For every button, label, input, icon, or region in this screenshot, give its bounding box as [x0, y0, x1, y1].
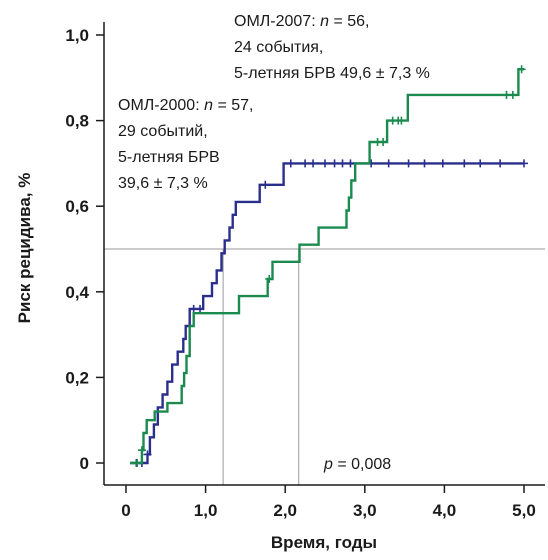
series-1-censor-mark	[196, 304, 205, 313]
series-1-censor-mark	[309, 159, 318, 168]
series-1	[130, 159, 528, 467]
annotation-oml2000-line3: 5-летняя БРВ	[118, 149, 220, 166]
annotation-oml2007: ОМЛ-2007: n = 56, 24 события, 5-летняя Б…	[234, 13, 430, 82]
series-1-censor-mark	[496, 159, 505, 168]
series-1-censor-mark	[286, 159, 295, 168]
series-1-censor-mark	[321, 159, 329, 168]
series-1-censor-mark	[346, 159, 355, 168]
p-value-label: p = 0,008	[323, 456, 391, 473]
series-1-censor-mark	[330, 159, 339, 168]
y-tick-label: 0,4	[65, 283, 89, 302]
x-tick-label: 3,0	[353, 501, 377, 520]
series-1-censor-mark	[438, 159, 447, 168]
series-2-censor-mark	[137, 446, 146, 455]
annotation-oml2007-line1: ОМЛ-2007: n = 56,	[234, 13, 369, 30]
series-1-censor-mark	[301, 159, 310, 168]
y-axis-title: Риск рецидива, %	[15, 173, 34, 324]
annotation-oml2000-line4: 39,6 ± 7,3 %	[118, 175, 208, 192]
x-tick-label: 2,0	[273, 501, 297, 520]
reference-lines	[104, 248, 545, 485]
series-2-censor-mark	[265, 274, 274, 283]
series-1-censor-mark	[420, 159, 429, 168]
series-2-censor-mark	[379, 138, 388, 146]
series-2-censor-mark	[508, 90, 517, 99]
y-tick-label: 1,0	[65, 26, 89, 45]
x-tick-label: 1,0	[194, 501, 218, 520]
y-tick-label: 0,2	[65, 368, 89, 387]
series-2-censor-mark	[133, 459, 142, 467]
x-tick-label: 4,0	[433, 501, 457, 520]
axes	[103, 22, 545, 486]
series-1-censor-mark	[338, 159, 347, 168]
series-1-censor-mark	[520, 159, 528, 168]
series-1-censor-mark	[384, 159, 393, 168]
x-tick-label: 0	[121, 501, 130, 520]
ticks: 0 0,2 0,4 0,6 0,8 1,0 0 1,0 2,0 3,0 4,0 5,0	[65, 26, 535, 520]
y-tick-label: 0	[80, 454, 89, 473]
series-layer	[130, 65, 528, 467]
annotation-oml2000: ОМЛ-2000: n = 57, 29 событий, 5-летняя Б…	[118, 97, 258, 192]
series-1-censor-mark	[143, 450, 152, 459]
x-axis-title: Время, годы	[271, 533, 377, 552]
series-1-censor-mark	[404, 159, 413, 168]
series-2-line	[130, 67, 524, 465]
series-1-censor-mark	[261, 180, 270, 189]
series-2-censor-mark	[517, 65, 526, 74]
annotation-oml2000-line1: ОМЛ-2000: n = 57,	[118, 97, 253, 114]
series-2	[130, 65, 526, 467]
x-tick-label: 5,0	[512, 501, 536, 520]
annotation-oml2007-line2: 24 события,	[234, 39, 323, 56]
y-tick-label: 0,8	[65, 112, 89, 131]
y-tick-label: 0,6	[65, 197, 89, 216]
series-1-censor-mark	[476, 159, 485, 168]
series-1-censor-mark	[460, 159, 469, 168]
series-2-censor-mark	[397, 116, 406, 125]
annotation-oml2007-line3: 5-летняя БРВ 49,6 ± 7,3 %	[234, 65, 430, 82]
series-1-line	[130, 162, 524, 465]
annotation-oml2000-line2: 29 событий,	[118, 123, 208, 140]
